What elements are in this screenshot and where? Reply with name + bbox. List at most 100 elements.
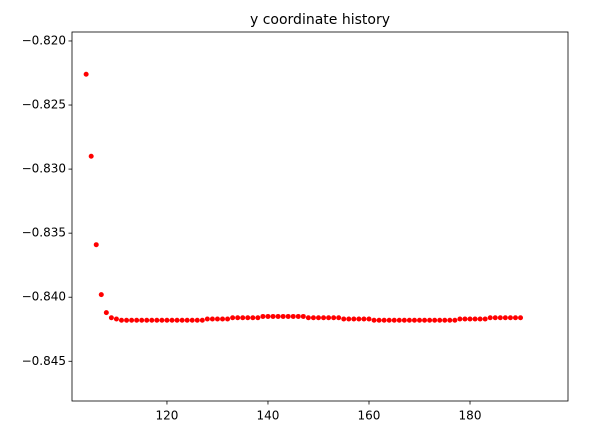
point — [108, 315, 114, 321]
point — [381, 317, 387, 323]
point — [447, 317, 453, 323]
point — [174, 317, 180, 323]
point — [209, 316, 215, 322]
point — [295, 313, 301, 319]
x-tick-label: 180 — [459, 409, 482, 423]
point — [164, 317, 170, 323]
point — [83, 71, 89, 77]
point — [462, 316, 468, 322]
point — [179, 317, 185, 323]
point — [189, 317, 195, 323]
point — [214, 316, 220, 322]
x-tick-label: 140 — [257, 409, 280, 423]
point — [139, 317, 145, 323]
point — [88, 153, 94, 159]
point — [199, 317, 205, 323]
point — [411, 317, 417, 323]
point — [113, 316, 119, 322]
x-tick-label: 160 — [358, 409, 381, 423]
point — [472, 316, 478, 322]
point — [341, 316, 347, 322]
point — [336, 315, 342, 321]
point — [300, 313, 306, 319]
y-tick-label: −0.845 — [22, 354, 66, 368]
chart-title: y coordinate history — [250, 12, 390, 28]
point — [386, 317, 392, 323]
point — [326, 315, 332, 321]
point — [93, 242, 99, 248]
point — [361, 316, 367, 322]
point — [184, 317, 190, 323]
point — [305, 315, 311, 321]
y-tick-label: −0.825 — [22, 98, 66, 112]
point — [487, 315, 493, 321]
point — [401, 317, 407, 323]
point — [144, 317, 150, 323]
point — [124, 317, 130, 323]
point — [255, 315, 261, 321]
point — [427, 317, 433, 323]
point — [220, 316, 226, 322]
point — [159, 317, 165, 323]
point — [204, 316, 210, 322]
point — [422, 317, 428, 323]
point — [285, 313, 291, 319]
point — [134, 317, 140, 323]
point — [331, 315, 337, 321]
point — [169, 317, 175, 323]
point — [265, 313, 271, 319]
point — [103, 310, 109, 316]
point — [406, 317, 412, 323]
point — [457, 316, 463, 322]
point — [351, 316, 357, 322]
point — [225, 316, 231, 322]
point — [290, 313, 296, 319]
point — [245, 315, 251, 321]
point — [417, 317, 423, 323]
point — [240, 315, 246, 321]
point — [118, 317, 124, 323]
point — [260, 313, 266, 319]
point — [356, 316, 362, 322]
point — [194, 317, 200, 323]
point — [230, 315, 236, 321]
point — [98, 292, 104, 298]
point — [512, 315, 518, 321]
point — [346, 316, 352, 322]
point — [371, 317, 377, 323]
point — [467, 316, 473, 322]
point — [321, 315, 327, 321]
y-tick-label: −0.840 — [22, 290, 66, 304]
point — [250, 315, 256, 321]
point — [315, 315, 321, 321]
point — [497, 315, 503, 321]
point — [129, 317, 135, 323]
point — [391, 317, 397, 323]
point — [376, 317, 382, 323]
point — [518, 315, 524, 321]
point — [452, 317, 458, 323]
point — [149, 317, 155, 323]
point — [432, 317, 438, 323]
point — [482, 316, 488, 322]
point — [507, 315, 513, 321]
point — [396, 317, 402, 323]
point — [366, 316, 372, 322]
y-tick-label: −0.830 — [22, 162, 66, 176]
y-tick-label: −0.835 — [22, 226, 66, 240]
point — [477, 316, 483, 322]
point — [502, 315, 508, 321]
point — [235, 315, 241, 321]
axes-frame — [71, 31, 569, 402]
point — [154, 317, 160, 323]
point — [492, 315, 498, 321]
point — [280, 313, 286, 319]
point — [275, 313, 281, 319]
point — [270, 313, 276, 319]
point — [310, 315, 316, 321]
y-tick-label: −0.820 — [22, 33, 66, 47]
point — [437, 317, 443, 323]
x-tick-label: 120 — [156, 409, 179, 423]
point — [442, 317, 448, 323]
